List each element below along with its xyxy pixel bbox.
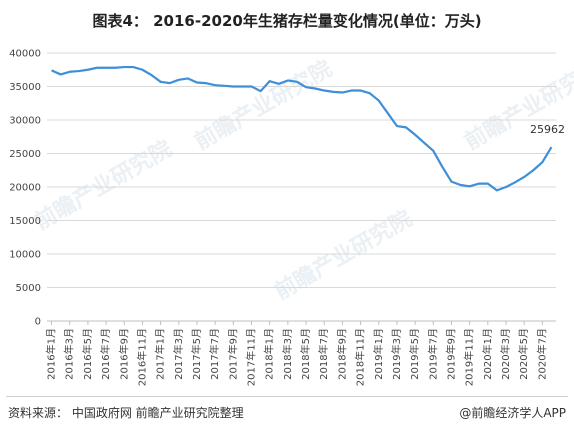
x-tick-label: 2018年3月 [281,328,294,380]
x-tick-label: 2019年3月 [390,328,403,380]
y-tick-label: 15000 [9,216,41,227]
x-tick-label: 2019年9月 [444,328,457,380]
x-tick-label: 2017年3月 [172,328,185,380]
footer-divider [6,396,568,397]
y-tick-label: 25000 [9,149,41,160]
x-tick-label: 2016年3月 [63,328,76,380]
x-tick-label: 2017年9月 [226,328,239,380]
y-axis: 0 5000 10000 15000 20000 25000 30000 35000 40000 [9,49,41,328]
x-tick-label: 2019年5月 [408,328,421,380]
x-tick-label: 2017年1月 [154,328,167,380]
x-tick-label: 2017年11月 [245,328,258,386]
x-tick-label: 2018年1月 [263,328,276,380]
x-tick-label: 2017年5月 [190,328,203,380]
y-tick-label: 30000 [9,116,41,127]
y-tick-label: 5000 [16,283,41,294]
y-tick-label: 0 [35,317,41,328]
x-tick-label: 2016年11月 [135,328,148,386]
x-tick-label: 2016年7月 [99,328,112,380]
y-tick-label: 40000 [9,49,41,60]
watermark-text: 前瞻产业研究院 [190,56,336,156]
source-note: 资料来源： 中国政府网 前瞻产业研究院整理 [8,406,244,420]
watermark-text: 前瞻产业研究院 [460,56,574,156]
x-tick-label: 2017年7月 [208,328,221,380]
x-tick-label: 2018年5月 [299,328,312,380]
x-tick-label: 2019年11月 [463,328,476,386]
x-tick-label: 2019年7月 [426,328,439,380]
chart-title: 图表4： 2016-2020年生猪存栏量变化情况(单位：万头) [92,12,482,30]
x-tick-label: 2018年7月 [317,328,330,380]
data-label-last: 25962 [530,123,565,136]
x-tick-label: 2020年7月 [535,328,548,380]
x-tick-label: 2020年1月 [481,328,494,380]
y-tick-label: 20000 [9,183,41,194]
x-tick-label: 2020年3月 [499,328,512,380]
x-tick-label: 2016年9月 [117,328,130,380]
credit-note: @前瞻经济学人APP [459,406,566,420]
x-tick-label: 2018年11月 [354,328,367,386]
data-labels: 25962 [530,123,565,136]
x-axis: 2016年1月 2016年3月 2016年5月 2016年7月 2016年9月 2016年… [45,321,548,386]
x-tick-label: 2016年1月 [45,328,58,380]
x-tick-label: 2018年9月 [335,328,348,380]
series-line [51,65,553,192]
x-tick-label: 2020年5月 [517,328,530,380]
x-tick-label: 2016年5月 [81,328,94,380]
y-tick-label: 10000 [9,250,41,261]
x-tick-label: 2019年1月 [372,328,385,380]
y-tick-label: 35000 [9,82,41,93]
